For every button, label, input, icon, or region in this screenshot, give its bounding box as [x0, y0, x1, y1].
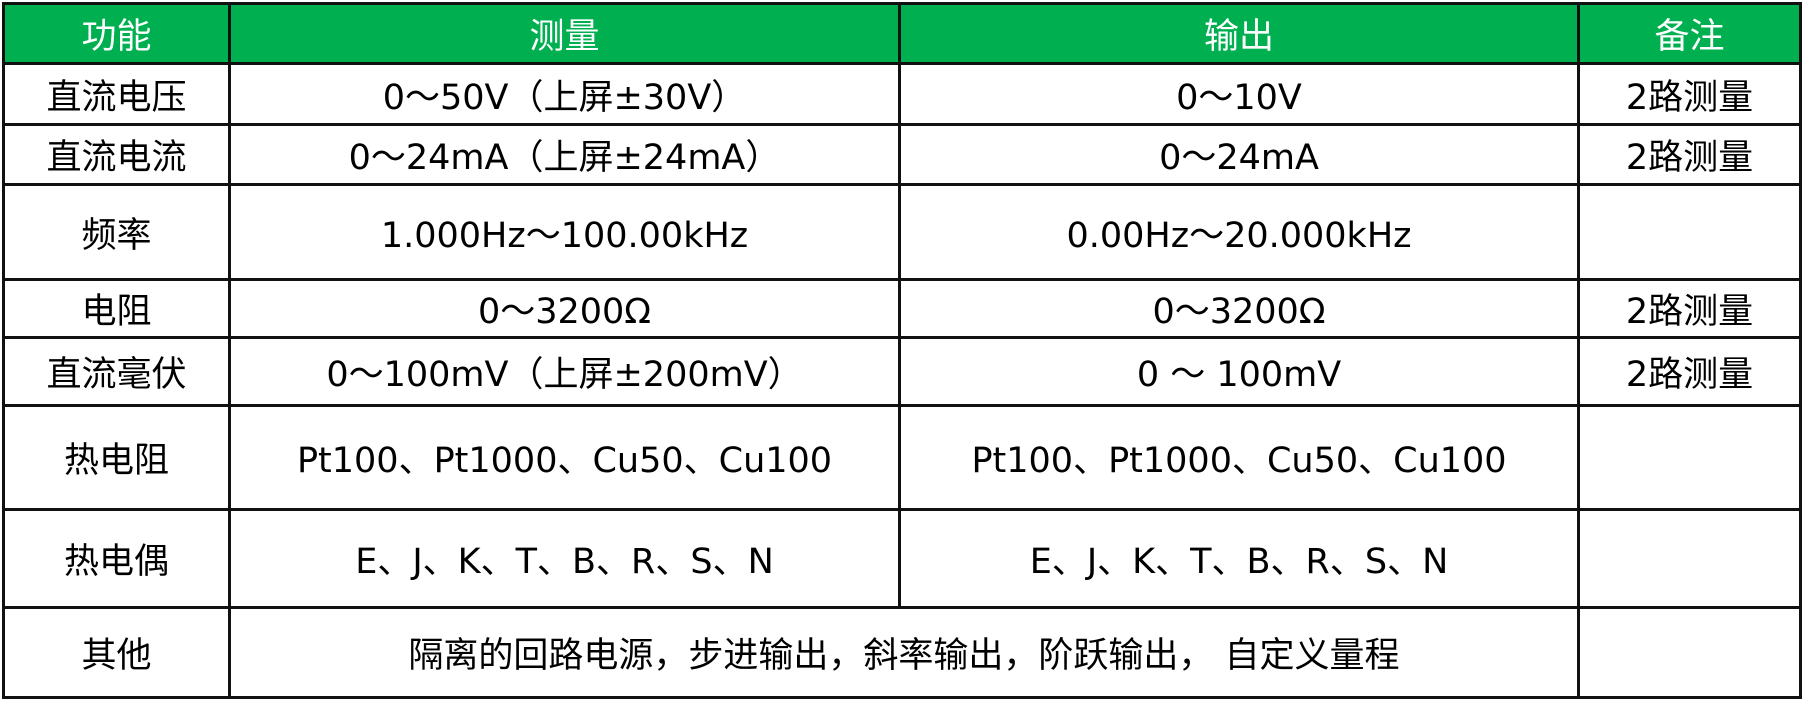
cell-function: 直流电流 — [2, 123, 231, 186]
cell-note — [1577, 183, 1802, 281]
cell-output: E、J、K、T、B、R、S、N — [898, 508, 1580, 609]
cell-function: 直流毫伏 — [2, 336, 231, 407]
cell-function: 电阻 — [2, 278, 231, 339]
cell-output: 0～3200Ω — [898, 278, 1580, 339]
cell-measure: 0～24mA（上屏±24mA） — [228, 123, 901, 186]
cell-measure: 0～3200Ω — [228, 278, 901, 339]
header-output: 输出 — [898, 2, 1580, 65]
cell-note — [1577, 404, 1802, 511]
header-row: 功能 测量 输出 备注 — [2, 2, 1802, 65]
cell-output: 0～24mA — [898, 123, 1580, 186]
cell-output: 0～10V — [898, 62, 1580, 126]
cell-note — [1577, 606, 1802, 699]
table-row: 直流电压 0～50V（上屏±30V） 0～10V 2路测量 — [2, 62, 1802, 126]
cell-output: 0 ～ 100mV — [898, 336, 1580, 407]
table-row-other: 其他 隔离的回路电源，步进输出，斜率输出，阶跃输出， 自定义量程 — [2, 606, 1802, 699]
cell-other-features: 隔离的回路电源，步进输出，斜率输出，阶跃输出， 自定义量程 — [228, 606, 1580, 699]
table-row: 热电偶 E、J、K、T、B、R、S、N E、J、K、T、B、R、S、N — [2, 508, 1802, 609]
cell-output: Pt100、Pt1000、Cu50、Cu100 — [898, 404, 1580, 511]
cell-function: 热电偶 — [2, 508, 231, 609]
cell-note: 2路测量 — [1577, 336, 1802, 407]
cell-note — [1577, 508, 1802, 609]
cell-measure: E、J、K、T、B、R、S、N — [228, 508, 901, 609]
cell-output: 0.00Hz～20.000kHz — [898, 183, 1580, 281]
table-row: 直流毫伏 0～100mV（上屏±200mV） 0 ～ 100mV 2路测量 — [2, 336, 1802, 407]
cell-note: 2路测量 — [1577, 278, 1802, 339]
cell-function: 频率 — [2, 183, 231, 281]
header-measure: 测量 — [228, 2, 901, 65]
cell-measure: 1.000Hz～100.00kHz — [228, 183, 901, 281]
cell-measure: Pt100、Pt1000、Cu50、Cu100 — [228, 404, 901, 511]
header-note: 备注 — [1577, 2, 1802, 65]
table-row: 热电阻 Pt100、Pt1000、Cu50、Cu100 Pt100、Pt1000… — [2, 404, 1802, 511]
cell-note: 2路测量 — [1577, 123, 1802, 186]
table-row: 频率 1.000Hz～100.00kHz 0.00Hz～20.000kHz — [2, 183, 1802, 281]
cell-function: 其他 — [2, 606, 231, 699]
cell-measure: 0～100mV（上屏±200mV） — [228, 336, 901, 407]
cell-function: 热电阻 — [2, 404, 231, 511]
cell-function: 直流电压 — [2, 62, 231, 126]
cell-measure: 0～50V（上屏±30V） — [228, 62, 901, 126]
header-function: 功能 — [2, 2, 231, 65]
cell-note: 2路测量 — [1577, 62, 1802, 126]
table-row: 直流电流 0～24mA（上屏±24mA） 0～24mA 2路测量 — [2, 123, 1802, 186]
table-row: 电阻 0～3200Ω 0～3200Ω 2路测量 — [2, 278, 1802, 339]
